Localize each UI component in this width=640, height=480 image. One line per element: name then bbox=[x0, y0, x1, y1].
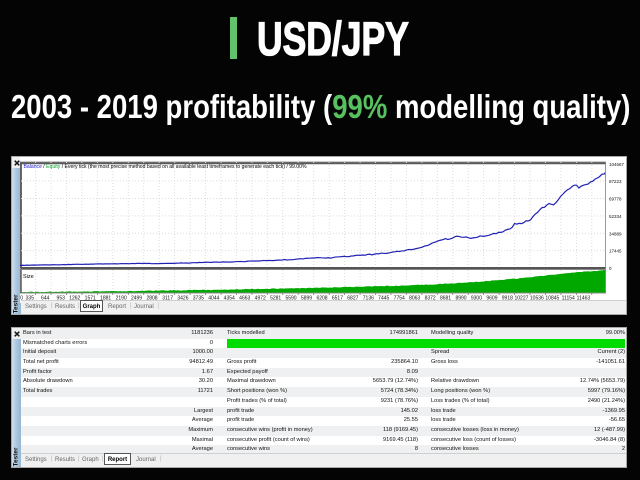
svg-text:11463: 11463 bbox=[577, 296, 591, 302]
svg-text:104667: 104667 bbox=[609, 162, 625, 167]
svg-text:7136: 7136 bbox=[363, 296, 374, 302]
svg-text:9300: 9300 bbox=[471, 296, 482, 302]
svg-text:52334: 52334 bbox=[609, 214, 622, 219]
svg-text:1262: 1262 bbox=[69, 296, 80, 302]
svg-text:10227: 10227 bbox=[514, 296, 528, 302]
svg-text:3117: 3117 bbox=[162, 296, 173, 302]
svg-text:3426: 3426 bbox=[177, 296, 188, 302]
svg-text:6827: 6827 bbox=[347, 296, 358, 302]
svg-text:2808: 2808 bbox=[146, 296, 157, 302]
svg-text:87223: 87223 bbox=[609, 179, 622, 184]
svg-text:4663: 4663 bbox=[239, 296, 250, 302]
svg-text:5281: 5281 bbox=[270, 296, 281, 302]
svg-text:5899: 5899 bbox=[301, 296, 312, 302]
svg-text:9609: 9609 bbox=[486, 296, 497, 302]
svg-text:5590: 5590 bbox=[285, 296, 296, 302]
svg-text:3735: 3735 bbox=[193, 296, 204, 302]
svg-text:69778: 69778 bbox=[609, 197, 622, 202]
svg-text:6208: 6208 bbox=[316, 296, 327, 302]
svg-text:7754: 7754 bbox=[394, 296, 405, 302]
svg-text:17445: 17445 bbox=[609, 249, 622, 254]
svg-text:2190: 2190 bbox=[116, 296, 127, 302]
svg-text:4044: 4044 bbox=[208, 296, 219, 302]
svg-text:10845: 10845 bbox=[545, 296, 559, 302]
svg-text:8990: 8990 bbox=[455, 296, 466, 302]
svg-text:34889: 34889 bbox=[609, 231, 622, 236]
svg-text:8063: 8063 bbox=[409, 296, 420, 302]
svg-text:1571: 1571 bbox=[85, 296, 96, 302]
svg-text:7445: 7445 bbox=[378, 296, 389, 302]
svg-text:0: 0 bbox=[20, 296, 23, 302]
svg-text:8681: 8681 bbox=[440, 296, 451, 302]
svg-text:644: 644 bbox=[41, 296, 50, 302]
svg-text:9918: 9918 bbox=[502, 296, 513, 302]
svg-text:335: 335 bbox=[26, 296, 35, 302]
svg-text:6517: 6517 bbox=[332, 296, 343, 302]
svg-text:4354: 4354 bbox=[224, 296, 235, 302]
svg-text:953: 953 bbox=[57, 296, 66, 302]
svg-text:0: 0 bbox=[609, 266, 612, 271]
svg-text:1881: 1881 bbox=[100, 296, 111, 302]
svg-text:Balance / Equity / Every tick: Balance / Equity / Every tick (the most … bbox=[24, 164, 307, 170]
svg-text:11154: 11154 bbox=[562, 296, 575, 302]
svg-text:8372: 8372 bbox=[425, 296, 436, 302]
svg-text:Size: Size bbox=[23, 274, 34, 280]
svg-text:10536: 10536 bbox=[530, 296, 544, 302]
svg-text:4972: 4972 bbox=[255, 296, 266, 302]
svg-text:2499: 2499 bbox=[131, 296, 142, 302]
